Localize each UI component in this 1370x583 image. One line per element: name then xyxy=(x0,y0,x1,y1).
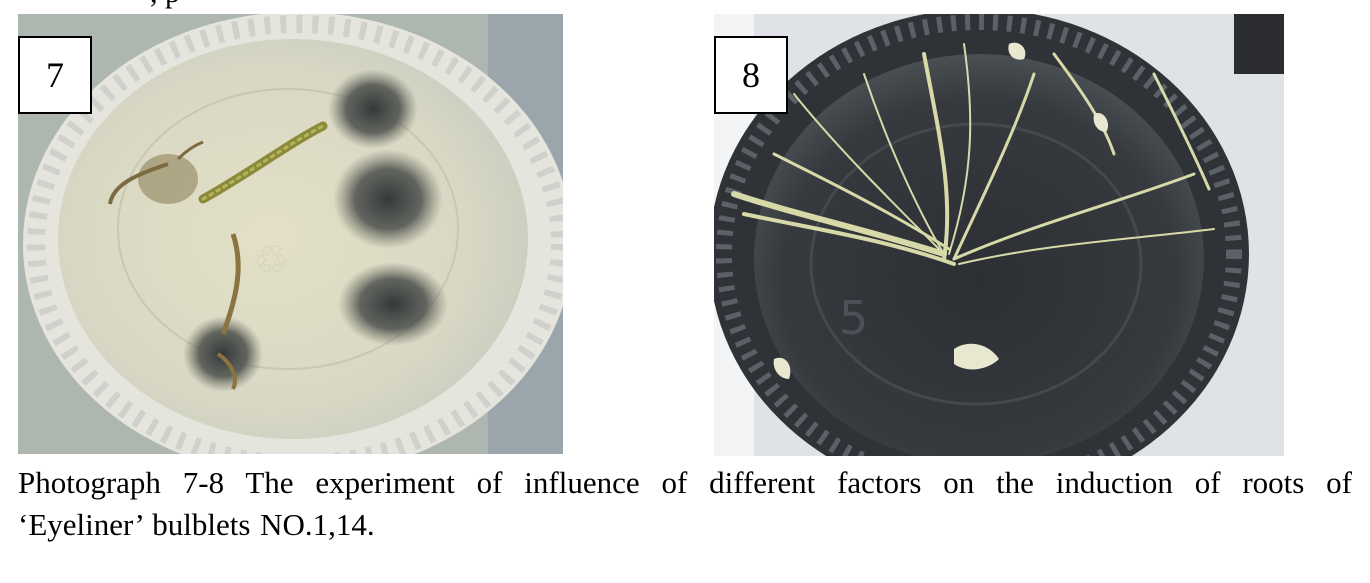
photo-label-8: 8 xyxy=(714,36,788,114)
photograph-7-image: ♲ xyxy=(18,14,563,454)
figure-caption: Photograph 7-8 The experiment of influen… xyxy=(18,462,1352,546)
photograph-7: ♲ xyxy=(18,14,563,454)
caption-line-1: Photograph 7-8 The experiment of influen… xyxy=(18,465,1352,500)
svg-text:5: 5 xyxy=(839,291,868,345)
photo-label-7: 7 xyxy=(18,36,92,114)
svg-text:♲: ♲ xyxy=(253,238,289,284)
photograph-8-image: 5 xyxy=(714,14,1284,456)
caption-line-2: ‘Eyeliner’ bulblets NO.1,14. xyxy=(18,507,375,542)
cut-off-text-fragment: , p xyxy=(150,0,180,10)
photograph-8: 5 xyxy=(714,14,1284,456)
